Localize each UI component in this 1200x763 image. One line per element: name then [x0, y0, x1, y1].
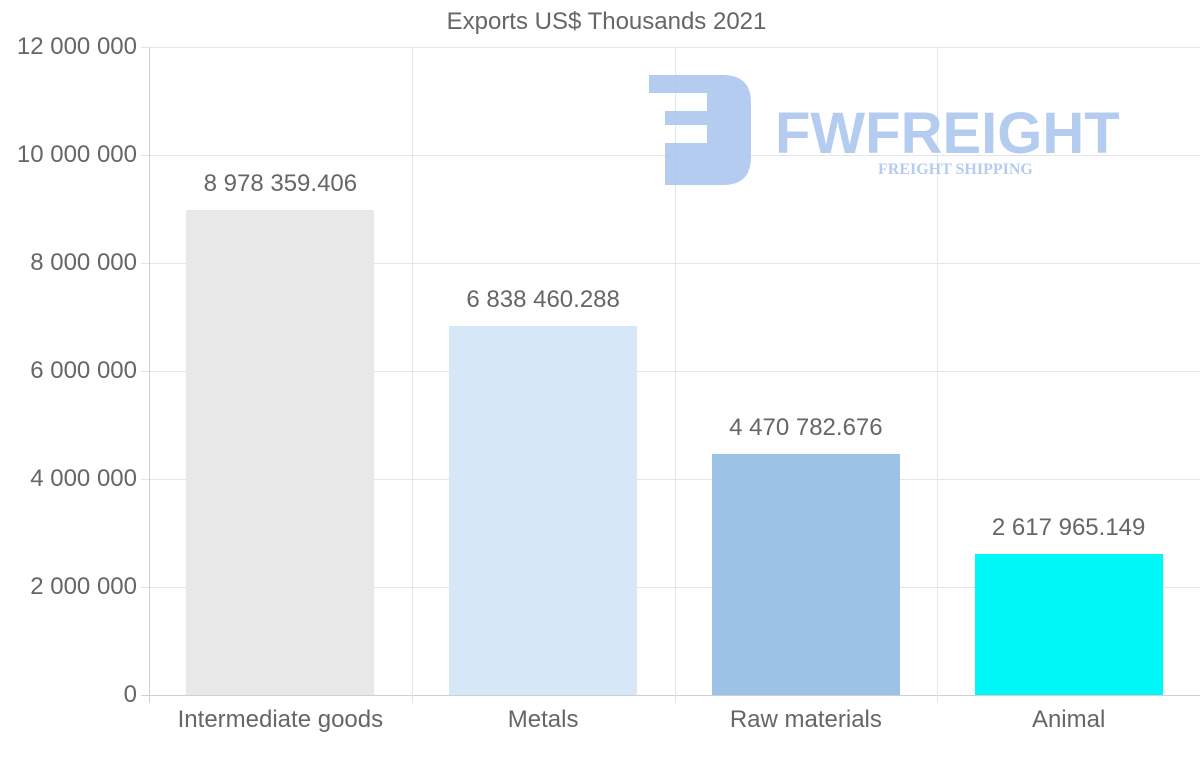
x-gridline	[411, 47, 413, 703]
x-gridline	[674, 47, 676, 703]
bar-animal[interactable]	[974, 553, 1163, 695]
x-gridline	[937, 47, 939, 703]
x-tick-label: Intermediate goods	[177, 706, 384, 733]
data-label: 2 617 965.149	[991, 513, 1146, 541]
bar-raw-materials[interactable]	[711, 453, 900, 695]
y-tick-label: 10 000 000	[16, 141, 137, 168]
y-gridline	[141, 263, 1200, 264]
y-tick-label: 8 000 000	[30, 249, 137, 276]
x-tick-label: Metals	[507, 706, 579, 733]
data-label: 4 470 782.676	[729, 413, 883, 441]
y-tick-label: 2 000 000	[30, 573, 137, 600]
data-label: 8 978 359.406	[203, 170, 358, 198]
x-tick-label: Raw materials	[729, 706, 882, 733]
bar-metals[interactable]	[449, 325, 638, 695]
y-gridline	[141, 47, 1200, 48]
fwfreight-logo-watermark: FWFREIGHT FREIGHT SHIPPING	[649, 75, 1120, 185]
plot-area	[141, 47, 1200, 703]
y-gridline	[141, 371, 1200, 372]
x-gridline	[149, 47, 150, 703]
y-gridline	[141, 695, 1200, 696]
watermark-brand: FWFREIGHT	[775, 101, 1120, 166]
y-tick-label: 12 000 000	[16, 33, 137, 60]
data-label: 6 838 460.288	[466, 285, 620, 313]
y-tick-label: 6 000 000	[30, 357, 137, 384]
y-gridline	[141, 587, 1200, 588]
watermark-tagline: FREIGHT SHIPPING	[878, 161, 1033, 178]
y-tick-label: 0	[123, 681, 137, 708]
y-gridline	[141, 479, 1200, 480]
y-tick-label: 4 000 000	[30, 465, 137, 492]
chart-title: Exports US$ Thousands 2021	[446, 8, 767, 35]
bar-intermediate-goods[interactable]	[186, 210, 375, 695]
x-tick-label: Animal	[1031, 706, 1106, 733]
